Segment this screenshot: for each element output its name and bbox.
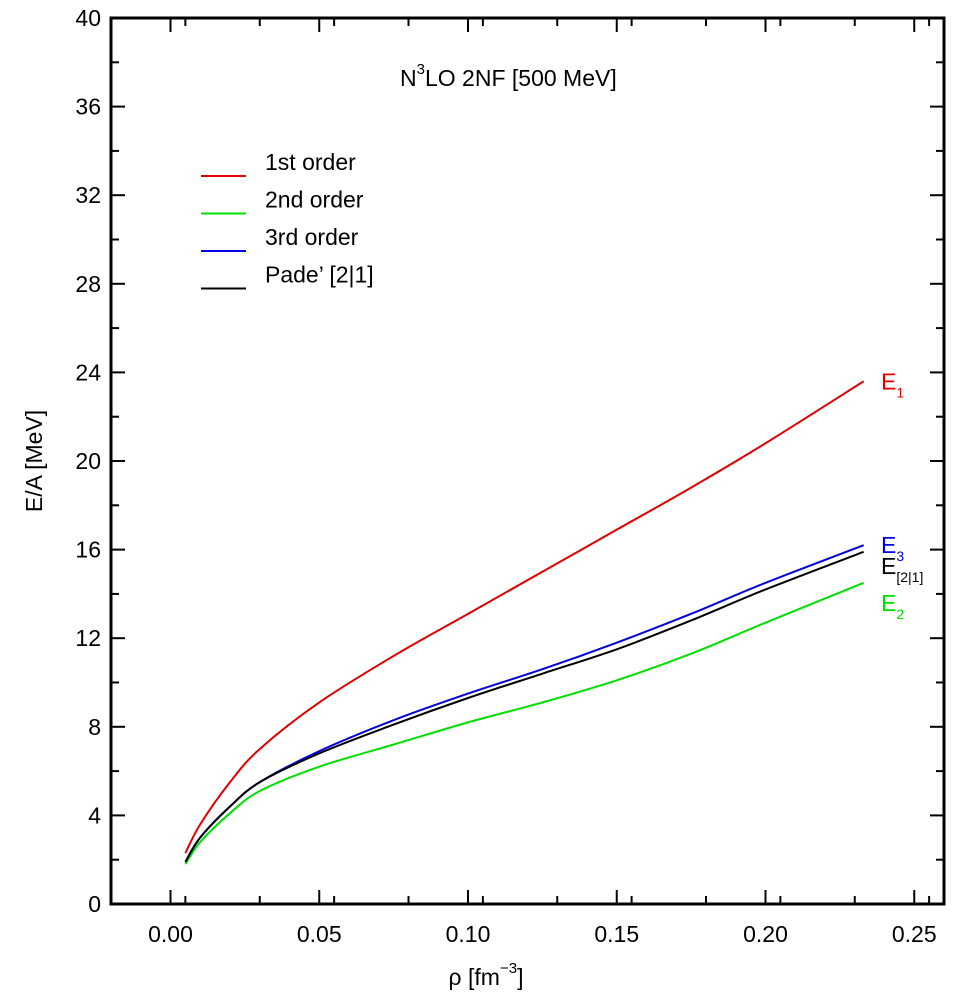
end-label-1st-order: E1 xyxy=(881,368,904,400)
chart-title: N3LO 2NF [500 MeV] xyxy=(400,61,617,91)
chart-title-superscript: 3 xyxy=(417,61,425,78)
curve-end-labels: E1 E2 E3E[2|1] xyxy=(881,368,923,622)
curves xyxy=(184,380,865,865)
x-tick-label: 0.10 xyxy=(446,921,491,947)
y-tick-label: 8 xyxy=(88,714,101,740)
y-tick-label: 20 xyxy=(75,448,101,474)
end-label-3rd-order: E3 xyxy=(881,532,904,564)
y-tick-label: 0 xyxy=(88,891,101,917)
x-tick-label: 0.25 xyxy=(892,921,937,947)
y-tick-label: 16 xyxy=(75,537,101,563)
y-tick-label: 12 xyxy=(75,625,101,651)
plot-frame xyxy=(109,16,946,906)
x-tick-label: 0.15 xyxy=(594,921,639,947)
y-tick-label: 24 xyxy=(75,359,101,385)
legend-label-1st-order: 1st order xyxy=(265,149,356,175)
y-tick-label: 28 xyxy=(75,271,101,297)
end-label-2nd-order: E2 xyxy=(881,590,904,622)
x-axis-ticks: 0.00 0.05 0.10 0.15 0.20 0.25 xyxy=(110,18,937,947)
series-line-2nd-order xyxy=(184,581,865,865)
x-axis-title-superscript: −3 xyxy=(500,960,517,977)
series-line-3rd-order xyxy=(184,544,865,863)
legend: 1st order 2nd order 3rd order Pade’ [2|1] xyxy=(201,149,374,290)
x-tick-label: 0.20 xyxy=(743,921,788,947)
series-line-pade-2-1 xyxy=(184,550,865,863)
y-tick-label: 4 xyxy=(88,802,101,828)
legend-label-2nd-order: 2nd order xyxy=(265,187,364,213)
x-tick-label: 0.05 xyxy=(297,921,342,947)
legend-label-3rd-order: 3rd order xyxy=(265,224,359,250)
y-axis-title: E/A [MeV] xyxy=(21,410,47,512)
y-tick-label: 40 xyxy=(75,5,101,31)
y-axis-ticks: 0 4 8 12 16 20 24 28 32 36 40 xyxy=(75,5,944,917)
legend-label-pade-2-1: Pade’ [2|1] xyxy=(265,262,374,288)
end-label-pade-2-1: E[2|1] xyxy=(881,553,923,585)
series-line-1st-order xyxy=(184,380,865,854)
x-tick-label: 0.00 xyxy=(148,921,193,947)
x-axis-title: ρ [fm−3] xyxy=(449,960,524,990)
y-tick-label: 36 xyxy=(75,94,101,120)
y-tick-label: 32 xyxy=(75,182,101,208)
